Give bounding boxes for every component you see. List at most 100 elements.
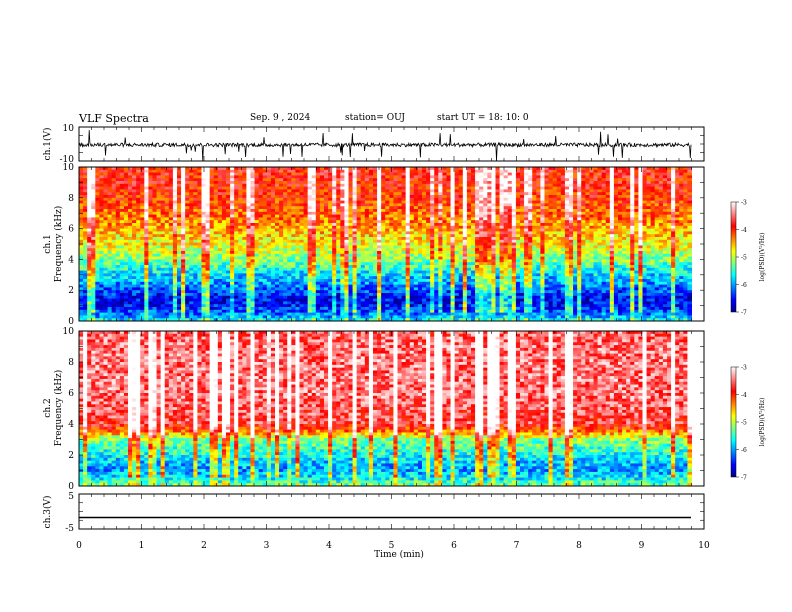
spectrogram-cell xyxy=(156,197,162,202)
spectrogram-cell xyxy=(254,281,260,286)
spectrogram-cell xyxy=(254,267,260,272)
spectrogram-cell xyxy=(258,203,264,207)
spectrogram-cell xyxy=(221,318,227,322)
spectrogram-cell xyxy=(266,206,272,210)
spectrogram-cell xyxy=(115,309,121,314)
spectrogram-cell xyxy=(144,307,149,311)
spectrogram-cell xyxy=(115,195,121,199)
spectrogram-cell xyxy=(234,253,239,258)
spectrogram-cell xyxy=(291,273,296,277)
spectrogram-cell xyxy=(111,318,117,322)
spectrogram-cell xyxy=(128,200,133,204)
spectrogram-cell xyxy=(213,195,219,199)
spectrogram-cell xyxy=(119,211,125,216)
spectrogram-cell xyxy=(111,270,117,274)
spectrogram-cell xyxy=(201,312,207,316)
spectrogram-cell xyxy=(217,298,223,302)
spectrogram-cell xyxy=(144,287,149,291)
spectrogram-cell xyxy=(291,225,296,230)
spectrogram-cell xyxy=(226,172,231,176)
spectrogram-cell xyxy=(262,298,268,302)
spectrogram-cell xyxy=(250,169,256,174)
spectrogram-cell xyxy=(226,183,231,188)
spectrogram-cell xyxy=(287,284,292,288)
spectrogram-cell xyxy=(189,206,194,210)
spectrogram-cell xyxy=(270,223,276,227)
spectrogram-cell xyxy=(213,290,219,294)
spectrogram-cell xyxy=(91,181,96,185)
spectrogram-cell xyxy=(128,169,133,174)
spectrogram-cell xyxy=(262,234,268,238)
spectrogram-cell xyxy=(270,242,276,246)
spectrogram-cell xyxy=(99,200,104,204)
spectrogram-cell xyxy=(295,281,300,286)
spectrogram-cell xyxy=(95,237,100,241)
spectrogram-cell xyxy=(234,273,239,277)
spectrogram-cell xyxy=(279,307,284,311)
spectrogram-cell xyxy=(172,248,178,252)
spectrogram-cell xyxy=(172,265,178,269)
spectrogram-cell xyxy=(205,167,211,171)
spectrogram-cell xyxy=(217,304,223,308)
spectrogram-cell xyxy=(177,239,182,244)
spectrogram-cell xyxy=(279,279,284,283)
spectrogram-cell xyxy=(246,309,251,314)
spectrogram-cell xyxy=(95,287,100,291)
spectrogram-cell xyxy=(270,203,276,207)
spectrogram-cell xyxy=(103,284,109,288)
spectrogram-cell xyxy=(123,234,129,238)
spectrogram-cell xyxy=(91,195,96,199)
spectrogram-cell xyxy=(279,245,284,249)
spectrogram-cell xyxy=(144,279,149,283)
spectrogram-cell xyxy=(221,253,227,258)
spectrogram-cell xyxy=(283,318,288,322)
spectrogram-cell xyxy=(156,279,162,283)
spectrogram-cell xyxy=(140,295,145,300)
spectrogram-cell xyxy=(172,206,178,210)
spectrogram-cell xyxy=(185,220,190,224)
spectrogram-cell xyxy=(87,309,92,314)
spectrogram-cell xyxy=(79,259,84,263)
spectrogram-cell xyxy=(136,225,141,230)
spectrogram-cell xyxy=(79,293,84,297)
spectrogram-cell xyxy=(193,217,198,221)
spectrogram-cell xyxy=(287,304,292,308)
spectrogram-cell xyxy=(91,262,96,266)
spectrogram-cell xyxy=(185,245,190,249)
spectrogram-cell xyxy=(160,312,166,316)
spectrogram-cell xyxy=(189,223,194,227)
spectrogram-cell xyxy=(189,293,194,297)
spectrogram-cell xyxy=(156,315,162,319)
spectrogram-cell xyxy=(266,239,272,244)
spectrogram-cell xyxy=(193,220,198,224)
spectrogram-cell xyxy=(270,181,276,185)
spectrogram-cell xyxy=(152,267,158,272)
spectrogram-cell xyxy=(291,167,296,171)
spectrogram-cell xyxy=(254,209,260,213)
spectrogram-cell xyxy=(136,203,141,207)
spectrogram-cell xyxy=(177,290,182,294)
spectrogram-cell xyxy=(266,217,272,221)
spectrogram-cell xyxy=(107,242,113,246)
spectrogram-cell xyxy=(185,265,190,269)
spectrogram-cell xyxy=(189,245,194,249)
spectrogram-cell xyxy=(230,223,235,227)
spectrogram-cell xyxy=(123,318,129,322)
spectrogram-cell xyxy=(291,251,296,255)
spectrogram-cell xyxy=(275,298,280,302)
spectrogram-cell xyxy=(287,290,292,294)
spectrogram-cell xyxy=(181,178,186,182)
spectrogram-cell xyxy=(275,203,280,207)
spectrogram-cell xyxy=(287,307,292,311)
spectrogram-cell xyxy=(197,265,202,269)
spectrogram-cell xyxy=(295,315,300,319)
spectrogram-cell xyxy=(152,169,158,174)
spectrogram-cell xyxy=(197,295,202,300)
spectrogram-cell xyxy=(258,167,264,171)
spectrogram-cell xyxy=(115,169,121,174)
spectrogram-cell xyxy=(128,304,133,308)
spectrogram-cell xyxy=(132,312,137,316)
spectrogram-cell xyxy=(160,169,166,174)
spectrogram-cell xyxy=(238,206,243,210)
spectrogram-cell xyxy=(295,279,300,283)
